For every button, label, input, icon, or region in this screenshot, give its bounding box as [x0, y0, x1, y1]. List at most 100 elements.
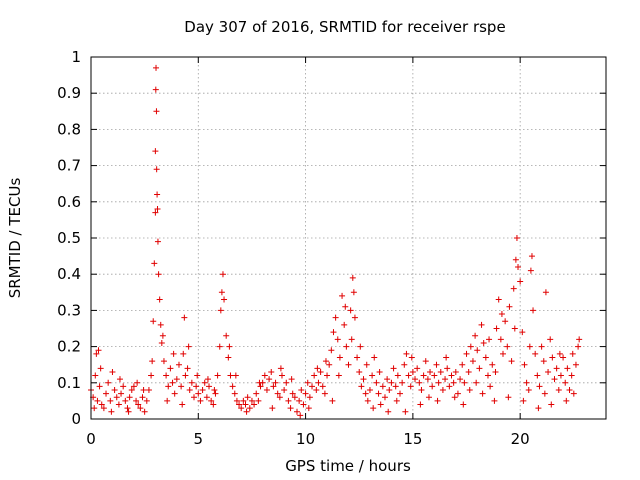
data-point-marker — [350, 289, 357, 296]
data-point-marker — [294, 408, 300, 415]
data-point-marker — [227, 372, 234, 379]
data-point-marker — [298, 387, 305, 394]
data-point-marker — [417, 401, 424, 408]
data-point-marker — [386, 387, 393, 394]
data-point-marker — [95, 347, 102, 354]
y-axis-ticks: 0 0.1 0.2 0.3 0.4 0.5 0.6 0.7 0.8 0.9 1 — [57, 48, 606, 428]
data-point-marker — [91, 405, 98, 412]
data-point-marker — [240, 397, 247, 404]
data-point-marker — [568, 372, 575, 379]
data-point-marker — [542, 289, 549, 296]
data-point-marker — [223, 332, 230, 339]
data-point-marker — [108, 408, 115, 415]
data-point-marker — [548, 401, 555, 408]
data-point-marker — [149, 358, 156, 365]
data-point-marker — [195, 390, 202, 397]
data-point-marker — [482, 354, 489, 361]
data-point-marker — [504, 343, 511, 350]
data-point-marker — [297, 412, 304, 419]
data-point-marker — [304, 379, 311, 386]
data-point-marker — [197, 397, 204, 404]
data-point-marker — [457, 376, 464, 383]
data-point-marker — [188, 379, 195, 386]
data-point-marker — [291, 394, 298, 401]
data-point-marker — [473, 379, 480, 386]
data-point-marker — [96, 383, 103, 390]
data-point-marker — [371, 354, 378, 361]
data-point-marker — [288, 376, 295, 383]
data-point-marker — [375, 390, 382, 397]
data-point-marker — [186, 387, 193, 394]
data-point-marker — [133, 397, 140, 404]
data-point-marker — [118, 390, 125, 397]
data-point-marker — [335, 372, 342, 379]
y-tick-label: 0.9 — [57, 84, 81, 102]
data-point-marker — [314, 365, 321, 372]
data-point-marker — [424, 376, 431, 383]
x-tick-label: 20 — [511, 430, 530, 448]
data-point-marker — [251, 401, 258, 408]
data-point-marker — [139, 394, 146, 401]
data-point-marker — [332, 314, 339, 321]
data-point-marker — [276, 394, 283, 401]
data-point-marker — [392, 383, 399, 390]
data-point-marker — [467, 343, 474, 350]
data-point-marker — [182, 372, 189, 379]
data-point-marker — [407, 383, 414, 390]
data-point-marker — [246, 405, 253, 412]
data-point-marker — [155, 271, 162, 278]
data-point-marker — [443, 354, 450, 361]
data-point-marker — [469, 358, 476, 365]
data-point-marker — [416, 379, 423, 386]
data-point-marker — [536, 383, 543, 390]
chart-title: Day 307 of 2016, SRMTID for receiver rsp… — [184, 18, 505, 36]
data-point-marker — [366, 387, 373, 394]
data-point-marker — [487, 383, 494, 390]
data-point-marker — [330, 329, 337, 336]
x-tick-label: 5 — [194, 430, 204, 448]
data-point-marker — [560, 354, 567, 361]
data-point-marker — [216, 343, 223, 350]
data-point-marker — [408, 354, 415, 361]
data-point-marker — [557, 372, 564, 379]
data-point-marker — [154, 238, 161, 245]
data-point-marker — [181, 314, 188, 321]
data-point-marker — [193, 383, 200, 390]
data-point-marker — [185, 343, 192, 350]
y-tick-label: 1 — [71, 48, 81, 66]
data-point-marker — [420, 372, 427, 379]
data-point-marker — [349, 274, 356, 281]
data-point-marker — [179, 401, 186, 408]
data-point-marker — [153, 108, 160, 115]
data-point-marker — [347, 307, 354, 314]
data-point-marker — [317, 368, 324, 375]
data-point-marker — [535, 405, 542, 412]
data-point-marker — [300, 401, 307, 408]
data-point-marker — [357, 343, 364, 350]
data-point-marker — [530, 307, 537, 314]
data-point-marker — [203, 394, 210, 401]
y-tick-label: 0.2 — [57, 338, 81, 356]
data-point-marker — [130, 383, 137, 390]
data-point-marker — [564, 365, 571, 372]
data-point-marker — [107, 397, 114, 404]
x-tick-label: 0 — [86, 430, 96, 448]
data-point-marker — [212, 390, 219, 397]
data-point-marker — [478, 321, 485, 328]
data-point-marker — [497, 336, 504, 343]
data-point-marker — [157, 321, 164, 328]
x-tick-label: 10 — [296, 430, 315, 448]
data-point-marker — [569, 350, 576, 357]
data-point-marker — [243, 408, 250, 415]
data-point-marker — [148, 372, 155, 379]
data-point-marker — [409, 368, 416, 375]
data-point-marker — [515, 263, 522, 270]
data-point-marker — [448, 372, 455, 379]
data-point-marker — [122, 397, 129, 404]
data-point-marker — [313, 387, 320, 394]
data-point-marker — [153, 64, 160, 71]
data-point-marker — [336, 354, 343, 361]
data-point-marker — [305, 405, 312, 412]
data-point-marker — [204, 376, 211, 383]
